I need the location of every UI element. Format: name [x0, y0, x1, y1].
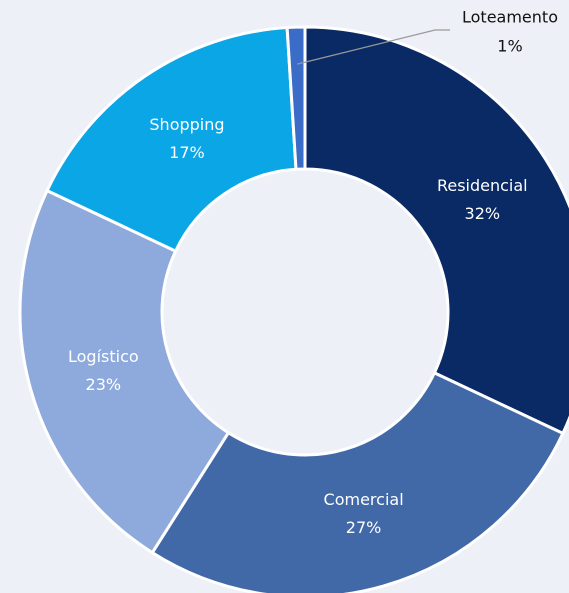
slice-value-label: 17%	[169, 143, 205, 162]
slice-label: Comercial	[324, 490, 404, 509]
slice-value-label: 32%	[465, 204, 501, 223]
slice-label: Logístico	[68, 347, 139, 366]
slice-value-label: 1%	[497, 37, 522, 56]
slice-label: Residencial	[437, 176, 528, 195]
slice	[45, 25, 298, 254]
leader-line	[297, 29, 450, 65]
slice	[303, 25, 569, 436]
slice	[18, 188, 231, 555]
slice-value-label: 23%	[86, 375, 122, 394]
slice	[285, 25, 307, 171]
slice-label: Loteamento	[462, 8, 558, 27]
slice-label: Shopping	[149, 115, 224, 134]
slice	[150, 370, 565, 593]
slice-value-label: 27%	[346, 518, 382, 537]
